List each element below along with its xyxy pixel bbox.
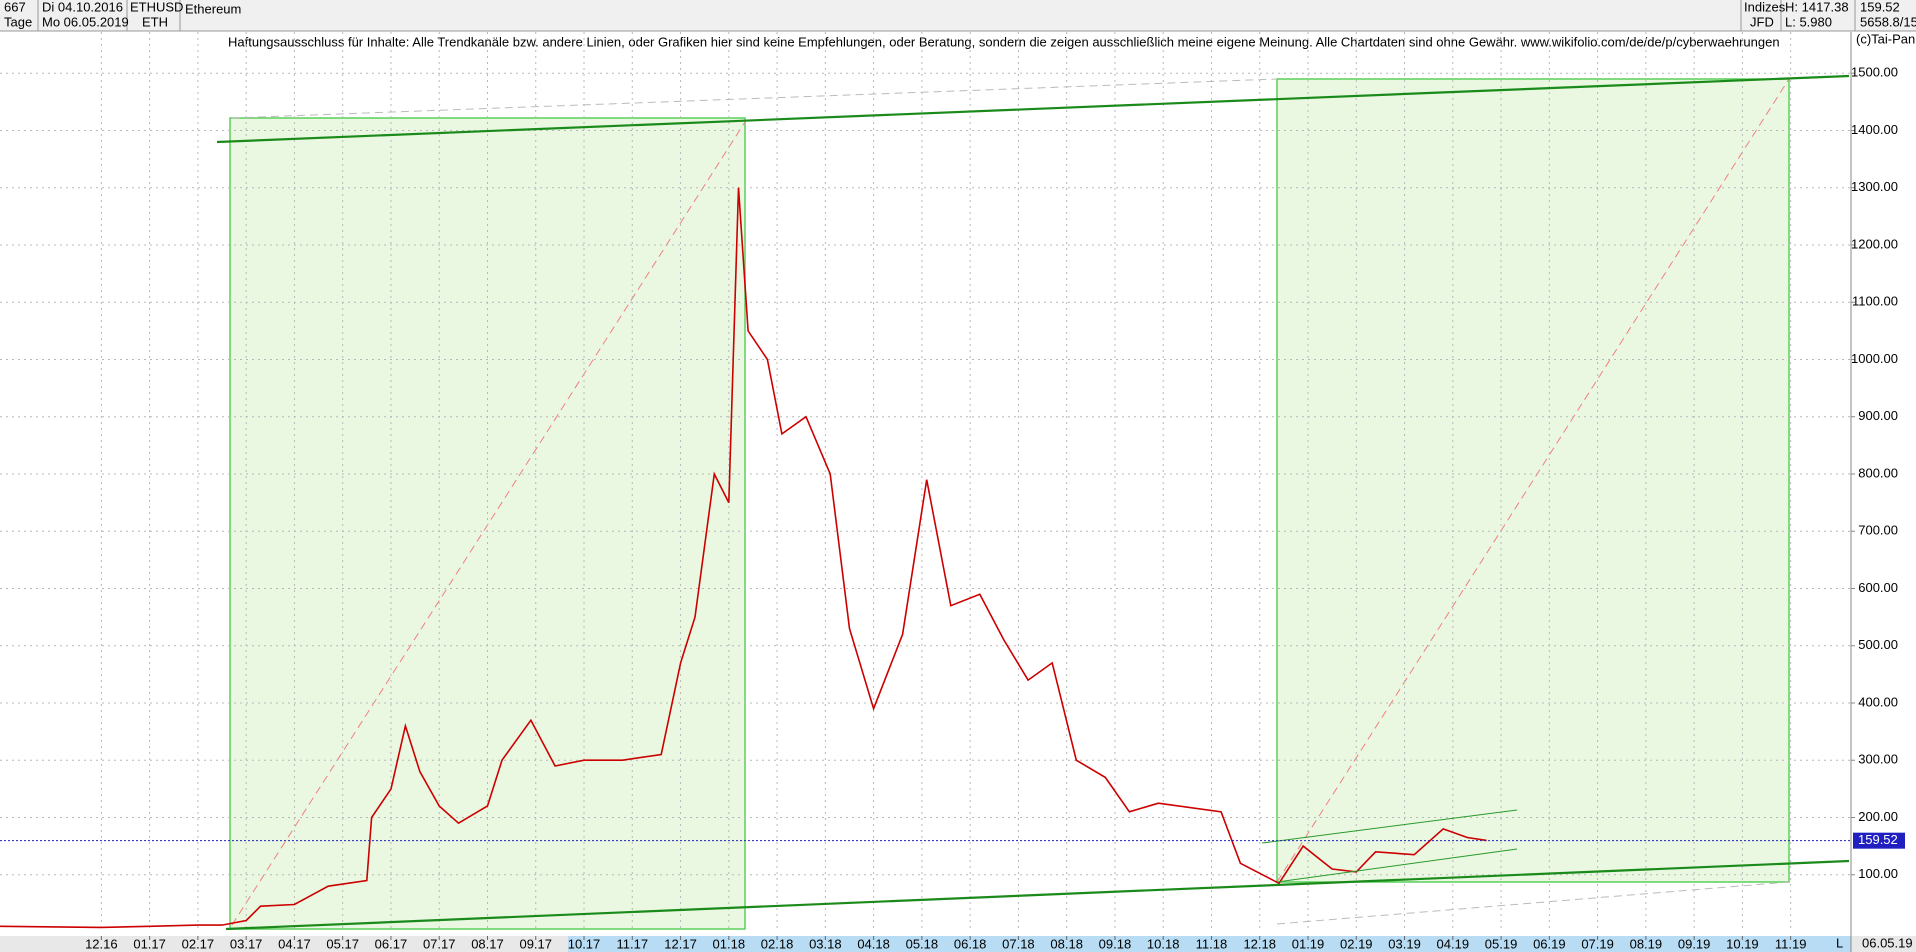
x-tick-label: 06.19 <box>1533 936 1566 951</box>
last: 159.52 <box>1860 0 1900 14</box>
x-tick-label: 06.17 <box>375 936 408 951</box>
x-tick-label: 12.17 <box>664 936 697 951</box>
trend-lines <box>216 74 1850 931</box>
y-tick-label: 300.00 <box>1858 752 1898 767</box>
last-price-label: 159.52 <box>1858 832 1898 847</box>
x-tick-label: 01.18 <box>713 936 746 951</box>
x-tick-label: 05.17 <box>326 936 359 951</box>
copyright: (c)Tai-Pan <box>1856 31 1915 46</box>
price-line <box>0 187 1487 929</box>
trend-line <box>216 74 1850 144</box>
x-tick-label: 08.17 <box>471 936 504 951</box>
y-tick-label: 1200.00 <box>1851 236 1898 251</box>
diagonal <box>231 121 746 926</box>
volume: 5658.8/15 <box>1860 14 1916 29</box>
y-tick-label: 1300.00 <box>1851 179 1898 194</box>
x-tick-label: 09.17 <box>519 936 552 951</box>
last-price-box <box>1853 832 1905 849</box>
end-date[interactable]: Mo 06.05.2019 <box>42 14 129 29</box>
source: JFD <box>1750 14 1774 29</box>
y-tick-label: 500.00 <box>1858 637 1898 652</box>
x-tick-label: 08.18 <box>1050 936 1083 951</box>
y-tick-label: 100.00 <box>1858 866 1898 881</box>
price <box>0 187 1487 929</box>
x-tick-label: 01.19 <box>1292 936 1325 951</box>
y-tick-label: 400.00 <box>1858 694 1898 709</box>
x-tick-label: 06.18 <box>954 936 987 951</box>
x-tick-label: 07.18 <box>1002 936 1035 951</box>
channel-line <box>1261 809 1518 844</box>
low: L: 5.980 <box>1785 14 1832 29</box>
x-tick-label: 08.19 <box>1630 936 1663 951</box>
trend-line <box>225 859 1850 931</box>
y-tick-label: 1100.00 <box>1852 294 1898 309</box>
x-tick-label: 10.17 <box>568 936 601 951</box>
symbol[interactable]: ETHUSD <box>130 0 183 14</box>
end-label: 06.05.19 <box>1862 935 1913 950</box>
x-tick-label: 04.18 <box>857 936 890 951</box>
x-tick-label: 03.17 <box>230 936 263 951</box>
y-tick-label: 200.00 <box>1858 809 1898 824</box>
x-tick-label: 03.18 <box>809 936 842 951</box>
y-tick-label: 1400.00 <box>1851 122 1898 137</box>
instrument-name: Ethereum <box>185 1 241 16</box>
scale-mode[interactable]: L <box>1836 935 1843 950</box>
guide <box>1276 881 1790 925</box>
x-tick-label: 02.17 <box>182 936 215 951</box>
x-axis-highlight <box>568 936 1851 952</box>
x-tick-label: 01.17 <box>133 936 166 951</box>
x-tick-label: 11.18 <box>1196 936 1228 951</box>
x-tick-label: 07.17 <box>423 936 456 951</box>
y-tick-label: 1500.00 <box>1851 65 1898 80</box>
start-date[interactable]: Di 04.10.2016 <box>42 0 123 14</box>
channel-line <box>1276 848 1518 883</box>
x-tick-label: 11.19 <box>1775 936 1807 951</box>
group: Indizes <box>1744 0 1786 14</box>
count[interactable]: 667 <box>4 0 26 14</box>
x-tick-label: 03.19 <box>1388 936 1421 951</box>
x-tick-label: 09.18 <box>1099 936 1132 951</box>
x-tick-label: 10.18 <box>1147 936 1180 951</box>
x-tick-label: 12.16 <box>85 936 118 951</box>
x-tick-label: 02.18 <box>761 936 794 951</box>
disclaimer: Haftungsausschluss für Inhalte: Alle Tre… <box>228 34 1780 49</box>
header-bar <box>0 0 1916 31</box>
period[interactable]: Tage <box>4 14 32 29</box>
x-tick-label: 07.19 <box>1581 936 1614 951</box>
x-tick-label: 02.19 <box>1340 936 1373 951</box>
y-tick-label: 700.00 <box>1858 523 1898 538</box>
high: H: 1417.38 <box>1785 0 1849 14</box>
x-tick-label: 09.19 <box>1678 936 1711 951</box>
x-tick-label: 11.17 <box>616 936 648 951</box>
short-symbol: ETH <box>142 14 168 29</box>
axes: 100.00 200.00 300.00 400.00 500.00 600.00 700.… <box>0 65 1905 951</box>
x-tick-label: 05.18 <box>906 936 939 951</box>
box <box>229 117 746 930</box>
x-tick-label: 12.18 <box>1243 936 1276 951</box>
y-tick-label: 800.00 <box>1858 465 1898 480</box>
y-tick-label: 1000.00 <box>1851 351 1898 366</box>
x-tick-label: 10.19 <box>1726 936 1759 951</box>
x-tick-label: 04.19 <box>1437 936 1470 951</box>
x-tick-label: 04.17 <box>278 936 311 951</box>
x-tick-label: 05.19 <box>1485 936 1518 951</box>
y-tick-label: 600.00 <box>1858 580 1898 595</box>
y-tick-label: 900.00 <box>1858 408 1898 423</box>
drawings <box>229 78 1790 930</box>
guide <box>231 78 1278 119</box>
diagonal <box>1276 78 1790 883</box>
